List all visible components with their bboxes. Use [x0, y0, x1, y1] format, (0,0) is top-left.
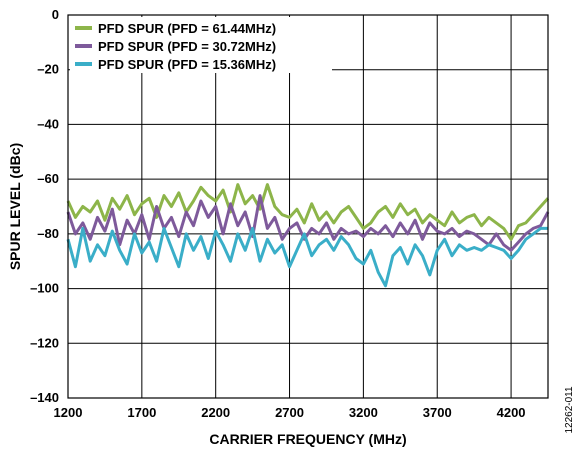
legend-entry-15-36: PFD SPUR (PFD = 15.36MHz)	[98, 57, 276, 72]
series-line-1	[66, 194, 550, 252]
plot-frame	[67, 14, 549, 399]
y-tick-label-7: –140	[30, 390, 59, 405]
plot-lines	[66, 183, 550, 288]
series-line-2	[66, 226, 548, 288]
y-axis-label: SPUR LEVEL (dBc)	[7, 143, 23, 270]
y-tick-label-6: –120	[30, 335, 59, 350]
y-tick-labels: 0 –20 –40 –60 –80 –100 –120 –140	[30, 7, 59, 405]
y-tick-label-1: –20	[37, 62, 59, 77]
x-tick-label-4: 3200	[349, 405, 378, 420]
x-axis-label: CARRIER FREQUENCY (MHz)	[209, 431, 406, 447]
series-line-0	[66, 183, 550, 241]
legend-background	[70, 17, 332, 73]
x-tick-label-3: 2700	[275, 405, 304, 420]
y-tick-label-4: –80	[37, 226, 59, 241]
legend-entry-30-72: PFD SPUR (PFD = 30.72MHz)	[98, 39, 276, 54]
x-tick-label-6: 4200	[497, 405, 526, 420]
x-tick-label-5: 3700	[423, 405, 452, 420]
figure-id: 12262-011	[564, 386, 575, 434]
y-tick-label-2: –40	[37, 116, 59, 131]
x-tick-label-1: 1700	[127, 405, 156, 420]
x-tick-label-0: 1200	[54, 405, 83, 420]
y-tick-label-5: –100	[30, 281, 59, 296]
y-tick-label-0: 0	[52, 7, 59, 22]
y-tick-label-3: –60	[37, 171, 59, 186]
legend: PFD SPUR (PFD = 61.44MHz) PFD SPUR (PFD …	[70, 17, 332, 73]
x-tick-label-2: 2200	[201, 405, 230, 420]
x-tick-labels: 1200 1700 2200 2700 3200 3700 4200	[54, 405, 526, 420]
legend-entry-61-44: PFD SPUR (PFD = 61.44MHz)	[98, 21, 276, 36]
